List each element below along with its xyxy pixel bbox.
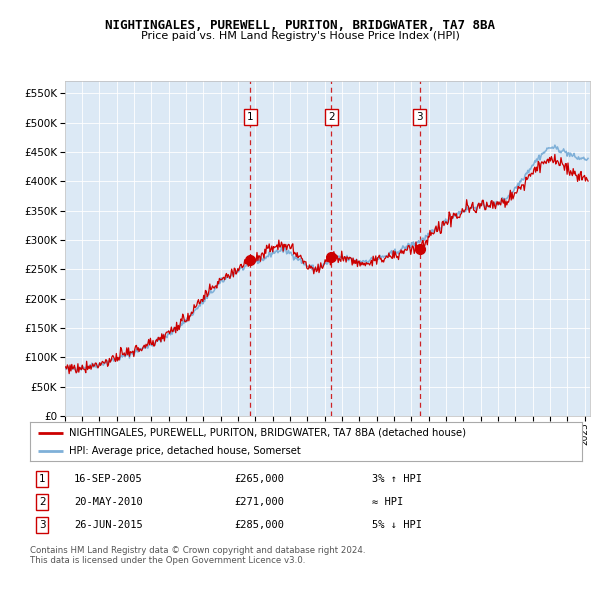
Text: NIGHTINGALES, PUREWELL, PURITON, BRIDGWATER, TA7 8BA (detached house): NIGHTINGALES, PUREWELL, PURITON, BRIDGWA… bbox=[68, 428, 466, 438]
Text: 3% ↑ HPI: 3% ↑ HPI bbox=[372, 474, 422, 484]
Text: NIGHTINGALES, PUREWELL, PURITON, BRIDGWATER, TA7 8BA: NIGHTINGALES, PUREWELL, PURITON, BRIDGWA… bbox=[105, 19, 495, 32]
Text: 3: 3 bbox=[416, 112, 423, 122]
Text: This data is licensed under the Open Government Licence v3.0.: This data is licensed under the Open Gov… bbox=[30, 556, 305, 565]
Text: Price paid vs. HM Land Registry's House Price Index (HPI): Price paid vs. HM Land Registry's House … bbox=[140, 31, 460, 41]
Text: 3: 3 bbox=[39, 520, 46, 530]
Text: ≈ HPI: ≈ HPI bbox=[372, 497, 403, 507]
Text: Contains HM Land Registry data © Crown copyright and database right 2024.: Contains HM Land Registry data © Crown c… bbox=[30, 546, 365, 555]
Text: 26-JUN-2015: 26-JUN-2015 bbox=[74, 520, 143, 530]
Text: £271,000: £271,000 bbox=[234, 497, 284, 507]
Text: 16-SEP-2005: 16-SEP-2005 bbox=[74, 474, 143, 484]
Text: 2: 2 bbox=[39, 497, 46, 507]
Text: 2: 2 bbox=[328, 112, 335, 122]
Text: 1: 1 bbox=[247, 112, 254, 122]
Text: 20-MAY-2010: 20-MAY-2010 bbox=[74, 497, 143, 507]
Text: HPI: Average price, detached house, Somerset: HPI: Average price, detached house, Some… bbox=[68, 445, 301, 455]
Text: £285,000: £285,000 bbox=[234, 520, 284, 530]
Text: 5% ↓ HPI: 5% ↓ HPI bbox=[372, 520, 422, 530]
Text: 1: 1 bbox=[39, 474, 46, 484]
Text: £265,000: £265,000 bbox=[234, 474, 284, 484]
